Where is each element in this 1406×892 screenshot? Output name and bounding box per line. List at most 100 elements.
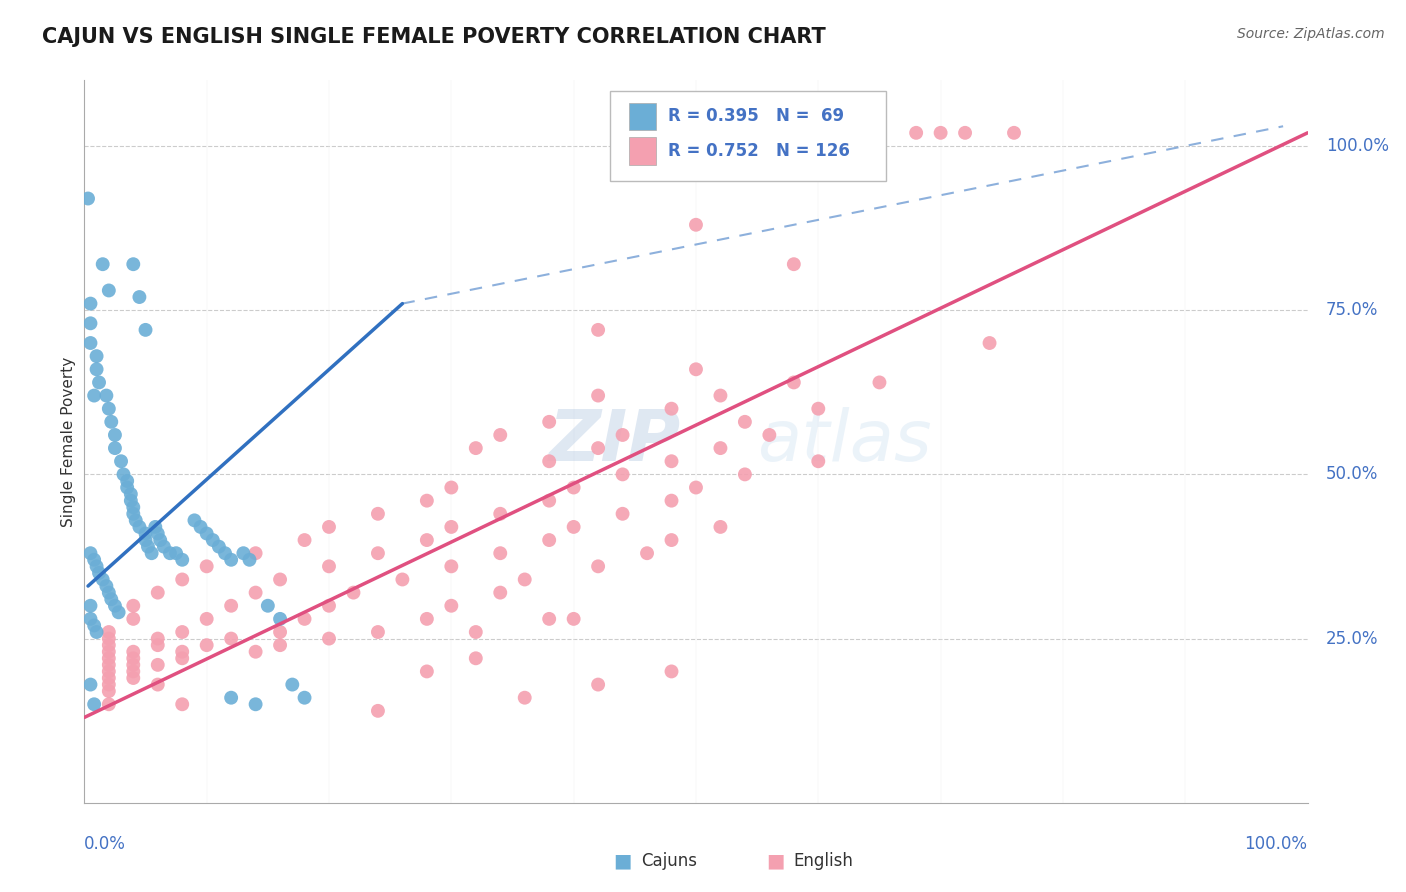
Point	[953, 126, 976, 140]
Point	[104, 428, 127, 442]
Point	[661, 401, 683, 416]
Point	[245, 585, 267, 599]
Text: 75.0%: 75.0%	[1326, 301, 1378, 319]
Text: 25.0%: 25.0%	[1326, 630, 1378, 648]
Point	[214, 546, 236, 560]
Point	[97, 585, 120, 599]
Point	[86, 349, 108, 363]
Point	[269, 625, 291, 640]
Point	[91, 573, 114, 587]
Text: CAJUN VS ENGLISH SINGLE FEMALE POVERTY CORRELATION CHART: CAJUN VS ENGLISH SINGLE FEMALE POVERTY C…	[42, 27, 825, 46]
Point	[1002, 126, 1025, 140]
Bar	[628, 137, 655, 165]
Point	[440, 559, 463, 574]
Point	[281, 677, 304, 691]
Point	[172, 645, 194, 659]
Point	[245, 546, 267, 560]
Point	[538, 454, 561, 468]
Point	[318, 632, 340, 646]
Point	[513, 690, 536, 705]
Point	[201, 533, 224, 547]
Point	[391, 573, 413, 587]
Point	[318, 520, 340, 534]
FancyBboxPatch shape	[610, 91, 886, 181]
Point	[159, 546, 181, 560]
Point	[294, 533, 316, 547]
Point	[709, 441, 731, 455]
Point	[79, 336, 101, 351]
Point	[122, 599, 145, 613]
Point	[146, 638, 169, 652]
Point	[128, 520, 150, 534]
Point	[342, 585, 364, 599]
Point	[146, 677, 169, 691]
Point	[97, 677, 120, 691]
Point	[77, 192, 100, 206]
Point	[122, 612, 145, 626]
Point	[416, 612, 439, 626]
Point	[91, 257, 114, 271]
Text: 0.0%: 0.0%	[84, 835, 127, 854]
Point	[122, 651, 145, 665]
Point	[416, 533, 439, 547]
Point	[219, 690, 242, 705]
Point	[107, 605, 129, 619]
Point	[586, 441, 609, 455]
Point	[294, 612, 316, 626]
Point	[612, 507, 634, 521]
Point	[219, 632, 242, 646]
Point	[104, 599, 127, 613]
Point	[685, 481, 707, 495]
Point	[440, 520, 463, 534]
Point	[83, 553, 105, 567]
Point	[416, 665, 439, 679]
Point	[489, 585, 512, 599]
Point	[562, 612, 585, 626]
Point	[195, 526, 218, 541]
Point	[367, 507, 389, 521]
Point	[489, 428, 512, 442]
Text: R = 0.395   N =  69: R = 0.395 N = 69	[668, 107, 844, 126]
Y-axis label: Single Female Poverty: Single Female Poverty	[60, 357, 76, 526]
Point	[367, 625, 389, 640]
Point	[709, 520, 731, 534]
Point	[734, 467, 756, 482]
Text: English: English	[794, 852, 853, 870]
Point	[905, 126, 928, 140]
Point	[112, 467, 135, 482]
Point	[97, 657, 120, 672]
Point	[538, 415, 561, 429]
Point	[586, 677, 609, 691]
Point	[869, 376, 891, 390]
Text: ■: ■	[766, 852, 785, 871]
Point	[172, 651, 194, 665]
Point	[122, 665, 145, 679]
Text: 100.0%: 100.0%	[1326, 137, 1389, 155]
Point	[661, 665, 683, 679]
Point	[195, 638, 218, 652]
Point	[195, 612, 218, 626]
Point	[219, 599, 242, 613]
Point	[538, 612, 561, 626]
Point	[87, 566, 110, 580]
Point	[97, 698, 120, 712]
Point	[149, 533, 172, 547]
Point	[709, 388, 731, 402]
Point	[783, 376, 806, 390]
Point	[685, 362, 707, 376]
Point	[513, 573, 536, 587]
Point	[538, 533, 561, 547]
Point	[489, 546, 512, 560]
Point	[661, 493, 683, 508]
Point	[979, 336, 1001, 351]
Point	[153, 540, 176, 554]
Point	[83, 698, 105, 712]
Point	[96, 579, 118, 593]
Point	[318, 599, 340, 613]
Point	[135, 533, 157, 547]
Point	[87, 376, 110, 390]
Text: ZIP: ZIP	[550, 407, 682, 476]
Point	[586, 559, 609, 574]
Point	[128, 290, 150, 304]
Point	[86, 625, 108, 640]
